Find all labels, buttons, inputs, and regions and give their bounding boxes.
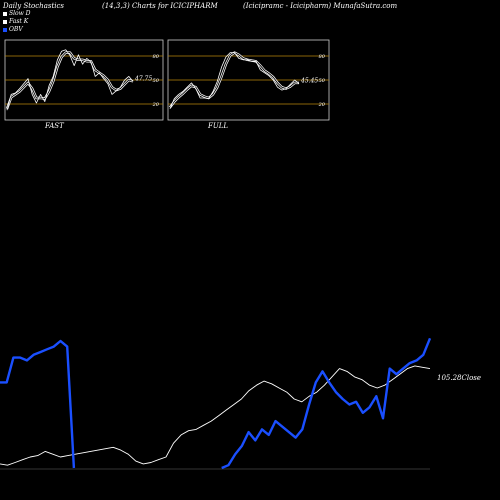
fast-slow-d-core: [6, 52, 134, 109]
header-center: (14,3,3) Charts for ICICIPHARM: [102, 2, 218, 10]
legend-label: Slow D: [9, 10, 31, 17]
full-guide-label-20: 20: [318, 102, 326, 108]
fast-fast-k-line: [6, 49, 134, 111]
header-left: Daily Stochastics: [3, 2, 65, 10]
legend: Slow D Fast K OBV: [3, 10, 31, 34]
full-last-value-label: 45.45: [300, 78, 318, 85]
full-guide-label-50: 50: [319, 78, 326, 84]
fast-guide-label-80: 80: [153, 54, 160, 60]
legend-swatch: [3, 12, 7, 16]
fast-guide-label-50: 50: [153, 78, 160, 84]
full-panel-title: FULL: [207, 122, 228, 130]
close-line: [0, 365, 431, 466]
fast-guide-label-20: 20: [152, 102, 160, 108]
full-guide-label-80: 80: [319, 54, 326, 60]
header-right: (Icicipramc - Icicipharm) MunafaSutra.co…: [243, 2, 398, 10]
legend-item-obv: OBV: [3, 26, 31, 34]
obv-line-segment-0: [0, 339, 76, 469]
close-last-value-label: 105.28Close: [437, 374, 481, 382]
obv-line-segment-1: [221, 337, 432, 470]
fast-last-value-label: 47.75: [134, 75, 152, 82]
legend-swatch: [3, 28, 7, 32]
legend-item-fast-k: Fast K: [3, 18, 31, 26]
legend-label: OBV: [9, 26, 23, 33]
legend-label: Fast K: [9, 18, 29, 25]
legend-item-slow-d: Slow D: [3, 10, 31, 18]
fast-panel-title: FAST: [44, 122, 65, 130]
full-fast-k-line: [169, 52, 300, 109]
legend-swatch: [3, 20, 7, 24]
